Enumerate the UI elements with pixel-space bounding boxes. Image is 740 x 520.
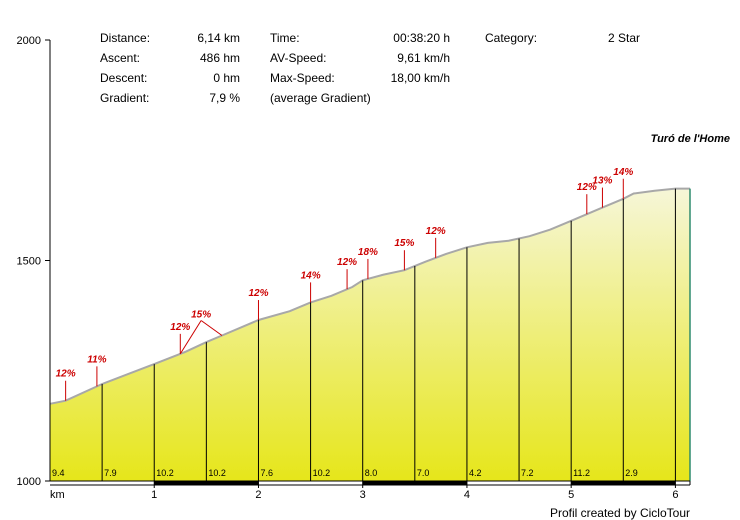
gradient-marker-label: 12% xyxy=(248,288,268,299)
gradient-marker-line xyxy=(179,320,202,355)
x-axis-scale-bar xyxy=(362,481,467,485)
category-value: 2 Star xyxy=(607,31,640,45)
segment-gradient-label: 10.2 xyxy=(313,468,331,478)
distance-value: 6,14 km xyxy=(197,31,240,45)
gradient-marker-label: 11% xyxy=(87,354,106,365)
y-tick-label: 1500 xyxy=(17,256,41,268)
gradient-marker-label: 18% xyxy=(358,247,378,258)
segment-gradient-label: 4.2 xyxy=(469,468,482,478)
maxspeed-value: 18,00 km/h xyxy=(390,71,450,85)
segment-gradient-label: 7.0 xyxy=(417,468,430,478)
average-gradient-note: (average Gradient) xyxy=(270,91,371,105)
gradient-marker-line xyxy=(200,320,223,336)
x-tick-label: 4 xyxy=(464,489,470,501)
credit-text: Profil created by CicloTour xyxy=(550,506,690,520)
distance-label: Distance: xyxy=(100,31,151,45)
segment-gradient-label: 8.0 xyxy=(365,468,378,478)
x-axis-unit-label: km xyxy=(50,489,65,501)
time-label: Time: xyxy=(270,31,300,45)
x-tick-label: 3 xyxy=(360,489,366,501)
gradient-marker-label: 15% xyxy=(394,238,414,249)
segment-gradient-label: 7.6 xyxy=(260,468,273,478)
avspeed-label: AV-Speed: xyxy=(270,51,327,65)
maxspeed-label: Max-Speed: xyxy=(270,71,335,85)
peak-name-label: Turó de l'Home xyxy=(651,133,730,145)
descent-value: 0 hm xyxy=(213,71,240,85)
segment-gradient-label: 7.9 xyxy=(104,468,117,478)
ascent-label: Ascent: xyxy=(100,51,141,65)
gradient-marker-label: 13% xyxy=(592,176,612,187)
time-value: 00:38:20 h xyxy=(393,31,450,45)
gradient-marker-label: 12% xyxy=(170,322,190,333)
gradient-label: Gradient: xyxy=(100,91,150,105)
x-axis-scale-bar xyxy=(571,481,676,485)
elevation-profile-line xyxy=(49,187,690,405)
descent-label: Descent: xyxy=(100,71,148,85)
ascent-value: 486 hm xyxy=(199,51,240,65)
segment-gradient-label: 10.2 xyxy=(208,468,226,478)
elevation-area xyxy=(50,188,690,481)
gradient-marker-label: 12% xyxy=(337,257,357,268)
x-tick-label: 5 xyxy=(568,489,574,501)
avspeed-value: 9,61 km/h xyxy=(397,51,450,65)
segment-gradient-label: 2.9 xyxy=(625,468,638,478)
gradient-value: 7,9 % xyxy=(209,91,240,105)
x-tick-label: 6 xyxy=(672,489,678,501)
gradient-marker-label: 12% xyxy=(426,226,446,237)
y-tick-label: 2000 xyxy=(17,35,41,47)
segment-gradient-label: 11.2 xyxy=(573,468,590,478)
segment-gradient-label: 9.4 xyxy=(52,468,65,478)
x-tick-label: 2 xyxy=(255,489,261,501)
gradient-marker-label: 15% xyxy=(191,310,211,321)
segment-gradient-label: 10.2 xyxy=(156,468,174,478)
y-tick-label: 1000 xyxy=(17,476,41,488)
gradient-marker-label: 12% xyxy=(56,369,76,380)
gradient-marker-label: 14% xyxy=(301,270,321,281)
x-tick-label: 1 xyxy=(151,489,157,501)
gradient-marker-label: 14% xyxy=(613,167,633,178)
category-label: Category: xyxy=(485,31,538,45)
segment-gradient-label: 7.2 xyxy=(521,468,534,478)
gradient-marker-label: 12% xyxy=(577,182,597,193)
x-axis-scale-bar xyxy=(154,481,259,485)
